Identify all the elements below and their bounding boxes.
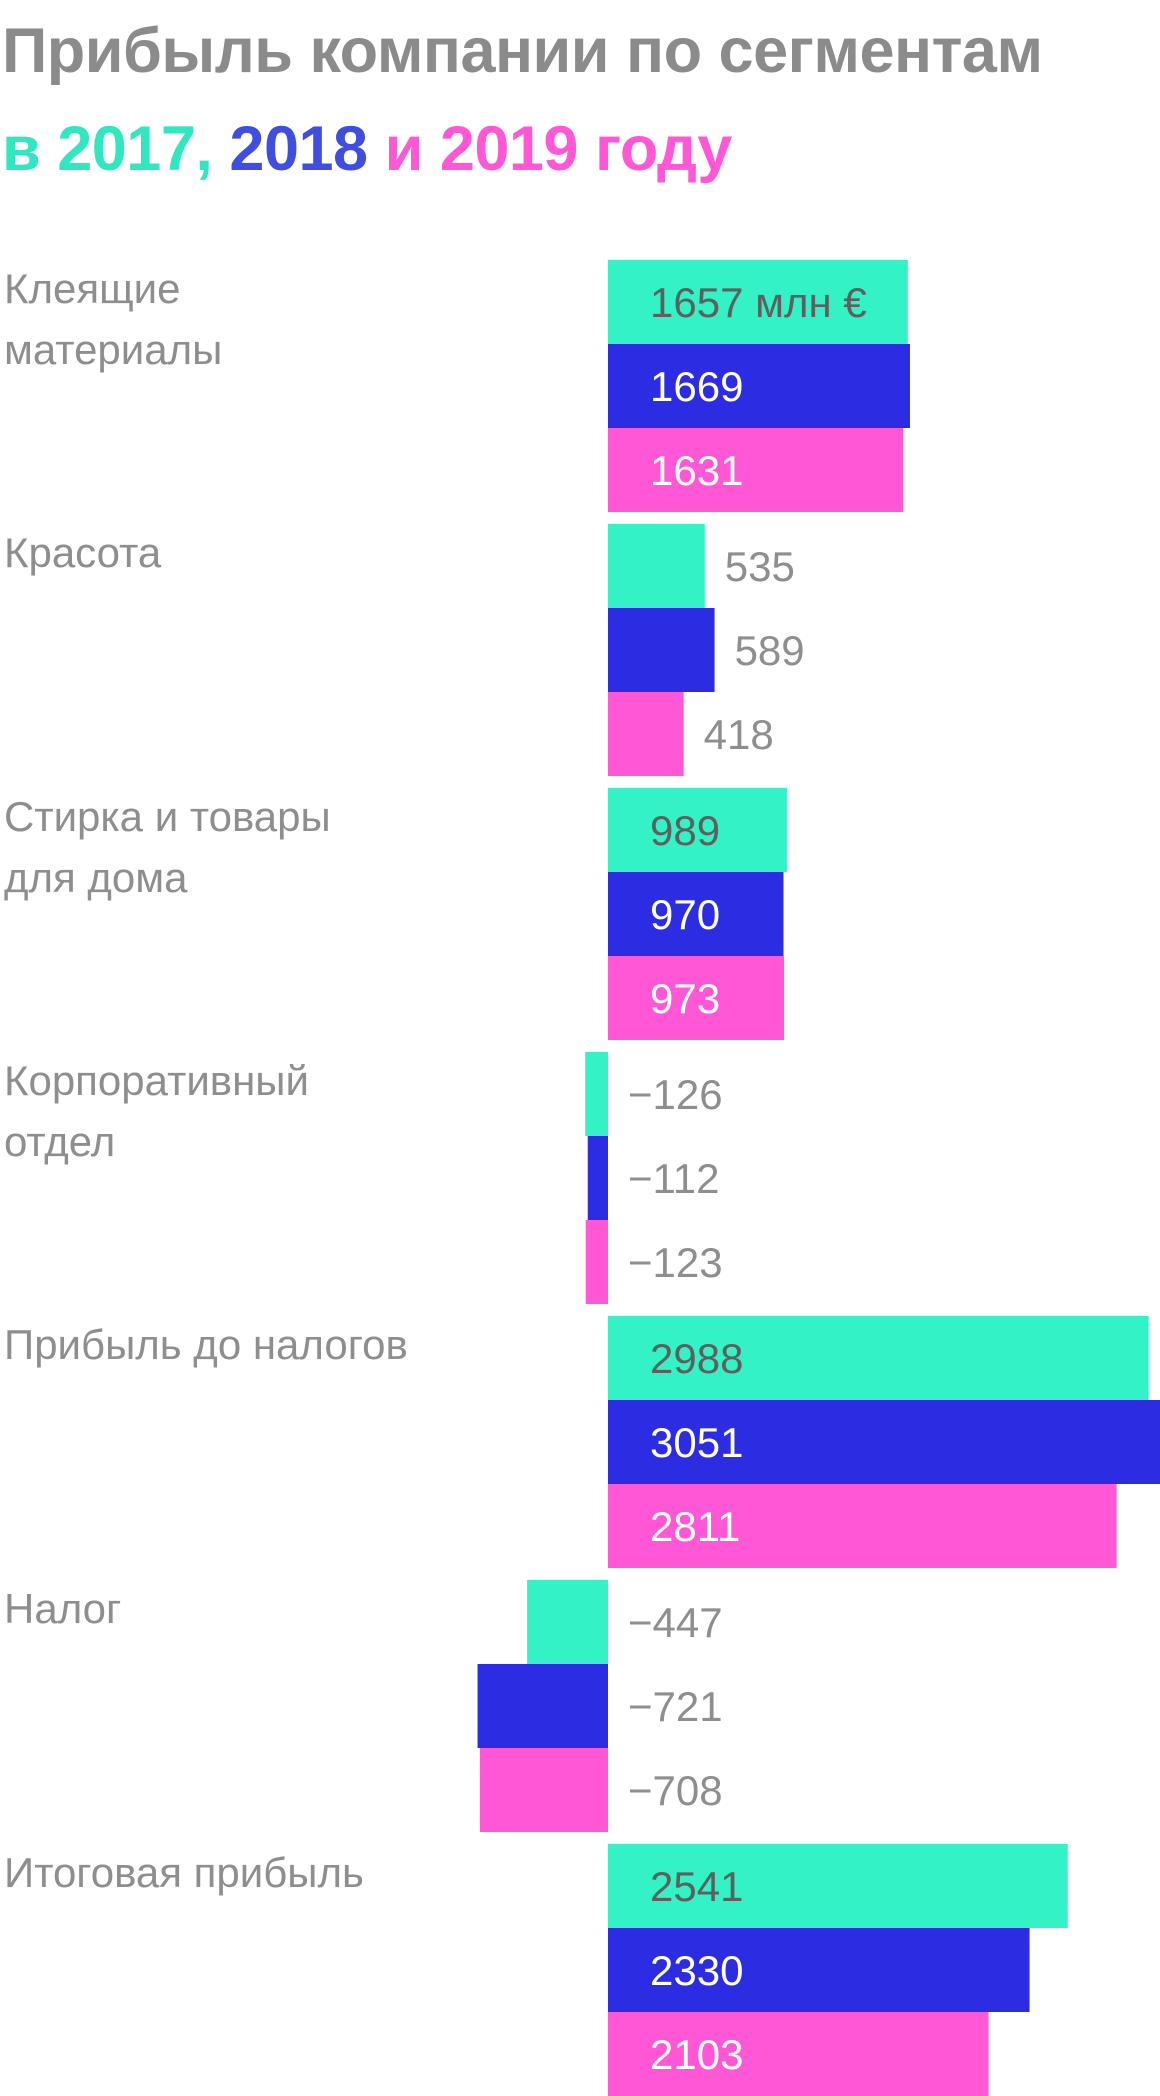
value-label: 589 <box>735 627 805 674</box>
category-label: материалы <box>4 326 222 373</box>
bar-2017 <box>585 1052 608 1136</box>
category-label: Корпоративный <box>4 1057 309 1104</box>
bar-2019 <box>479 1748 608 1832</box>
value-label: 973 <box>650 975 720 1022</box>
category-label: Итоговая прибыль <box>4 1849 364 1896</box>
value-label: 2330 <box>650 1947 743 1994</box>
chart-title-part: в <box>2 114 58 184</box>
chart-title-line1: Прибыль компании по сегментам <box>2 16 1043 86</box>
bar-2017 <box>527 1580 608 1664</box>
chart-title-line2: в 2017, 2018 и 2019 году <box>2 118 732 181</box>
chart-title-part: 2018 <box>229 114 368 184</box>
chart-title-part: 2017, <box>57 114 230 184</box>
chart-title-part: 2019 <box>439 114 579 184</box>
value-label: 2103 <box>650 2031 743 2078</box>
bar-2017 <box>608 524 705 608</box>
bar-2019 <box>608 1484 1117 1568</box>
category-label: Клеящие <box>4 265 180 312</box>
bar-2018 <box>608 608 715 692</box>
category-label: Налог <box>4 1585 121 1632</box>
value-label: 989 <box>650 807 720 854</box>
bar-2019 <box>608 2012 989 2096</box>
bar-2019 <box>585 1220 608 1304</box>
chart-title-part: и <box>367 114 440 184</box>
value-label: −126 <box>628 1071 723 1118</box>
category-label: Красота <box>4 529 162 576</box>
category-label: Стирка и товары <box>4 793 331 840</box>
value-label: −123 <box>628 1239 723 1286</box>
category-label: отдел <box>4 1118 115 1165</box>
category-label: для дома <box>4 854 188 901</box>
bar-2018 <box>608 872 784 956</box>
value-label: 1631 <box>650 447 743 494</box>
value-label: −112 <box>628 1155 720 1202</box>
value-label: 970 <box>650 891 720 938</box>
value-label: 1657 млн € <box>650 279 867 326</box>
bar-2017 <box>608 1844 1068 1928</box>
value-label: 535 <box>725 543 795 590</box>
value-label: 2811 <box>650 1503 740 1550</box>
bar-2018 <box>608 1928 1030 2012</box>
value-label: −721 <box>628 1683 723 1730</box>
value-label: 418 <box>704 711 774 758</box>
bar-2019 <box>608 956 785 1040</box>
value-label: −708 <box>628 1767 723 1814</box>
bar-2017 <box>608 788 787 872</box>
chart-title-part: году <box>577 114 732 184</box>
value-label: 2541 <box>650 1863 743 1910</box>
bar-2018 <box>477 1664 608 1748</box>
bar-2019 <box>608 692 684 776</box>
value-label: 3051 <box>650 1419 743 1466</box>
value-label: 2988 <box>650 1335 743 1382</box>
bar-2017 <box>608 260 908 344</box>
value-label: 1669 <box>650 363 743 410</box>
category-label: Прибыль до налогов <box>4 1321 408 1368</box>
bar-2018 <box>587 1136 608 1220</box>
bar-2018 <box>608 344 910 428</box>
bar-2019 <box>608 428 904 512</box>
bar-2018 <box>608 1400 1160 1484</box>
bar-2017 <box>608 1316 1149 1400</box>
value-label: −447 <box>628 1599 723 1646</box>
